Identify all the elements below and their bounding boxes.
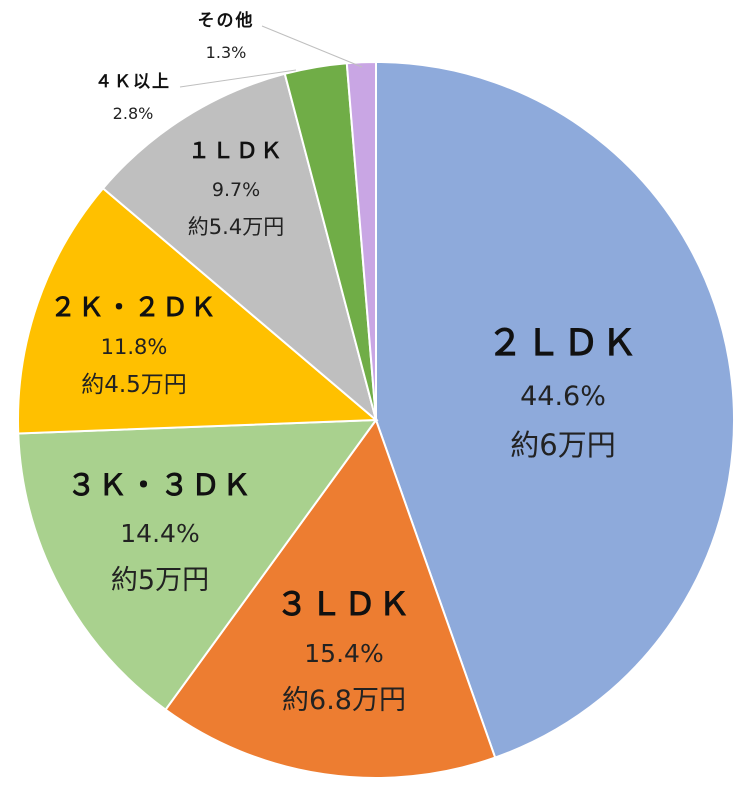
slice-rent-label: 約5万円: [111, 565, 209, 596]
leader-line-6: [261, 25, 363, 68]
slice-labels: ２ＬＤＫ 44.6% 約6万円 ３ＬＤＫ 15.4% 約6.8万円 ３Ｋ・３ＤＫ 14.4% 約…: [50, 10, 639, 716]
pie-slice-0: [375, 60, 735, 759]
slice-rent-label: 約5.4万円: [188, 215, 284, 239]
slice-rent-label: 約4.5万円: [81, 372, 187, 398]
slice-category-label: ２ＬＤＫ: [487, 323, 639, 364]
pie-slice-3: [17, 186, 379, 435]
slice-percent-label: 44.6%: [520, 381, 606, 412]
leader-lines: [179, 25, 363, 88]
leader-line-5: [179, 69, 297, 88]
slice-rent-label: 約6.8万円: [282, 685, 406, 716]
pie-slice-6: [345, 60, 377, 421]
slice-percent-label: 9.7%: [212, 179, 260, 201]
slice-percent-label: 14.4%: [120, 519, 199, 548]
slice-category-label: ４Ｋ以上: [95, 72, 171, 92]
slice-percent-label: 11.8%: [101, 335, 168, 359]
pie-slice-4: [101, 72, 378, 423]
pie-slice-2: [17, 418, 379, 712]
slice-rent-label: 約6万円: [510, 428, 615, 462]
pie-slices: [17, 60, 735, 779]
slice-category-label: ３Ｋ・３ＤＫ: [67, 468, 253, 502]
slice-category-label: その他: [198, 10, 255, 31]
slice-percent-label: 15.4%: [304, 639, 383, 668]
slice-category-label: ３ＬＤＫ: [276, 585, 412, 623]
slice-category-label: ２Ｋ・２ＤＫ: [50, 293, 218, 323]
slice-category-label: １ＬＤＫ: [188, 139, 284, 164]
pie-slice-1: [164, 417, 497, 779]
slice-percent-label: 2.8%: [113, 104, 154, 123]
slice-percent-label: 1.3%: [206, 43, 247, 62]
